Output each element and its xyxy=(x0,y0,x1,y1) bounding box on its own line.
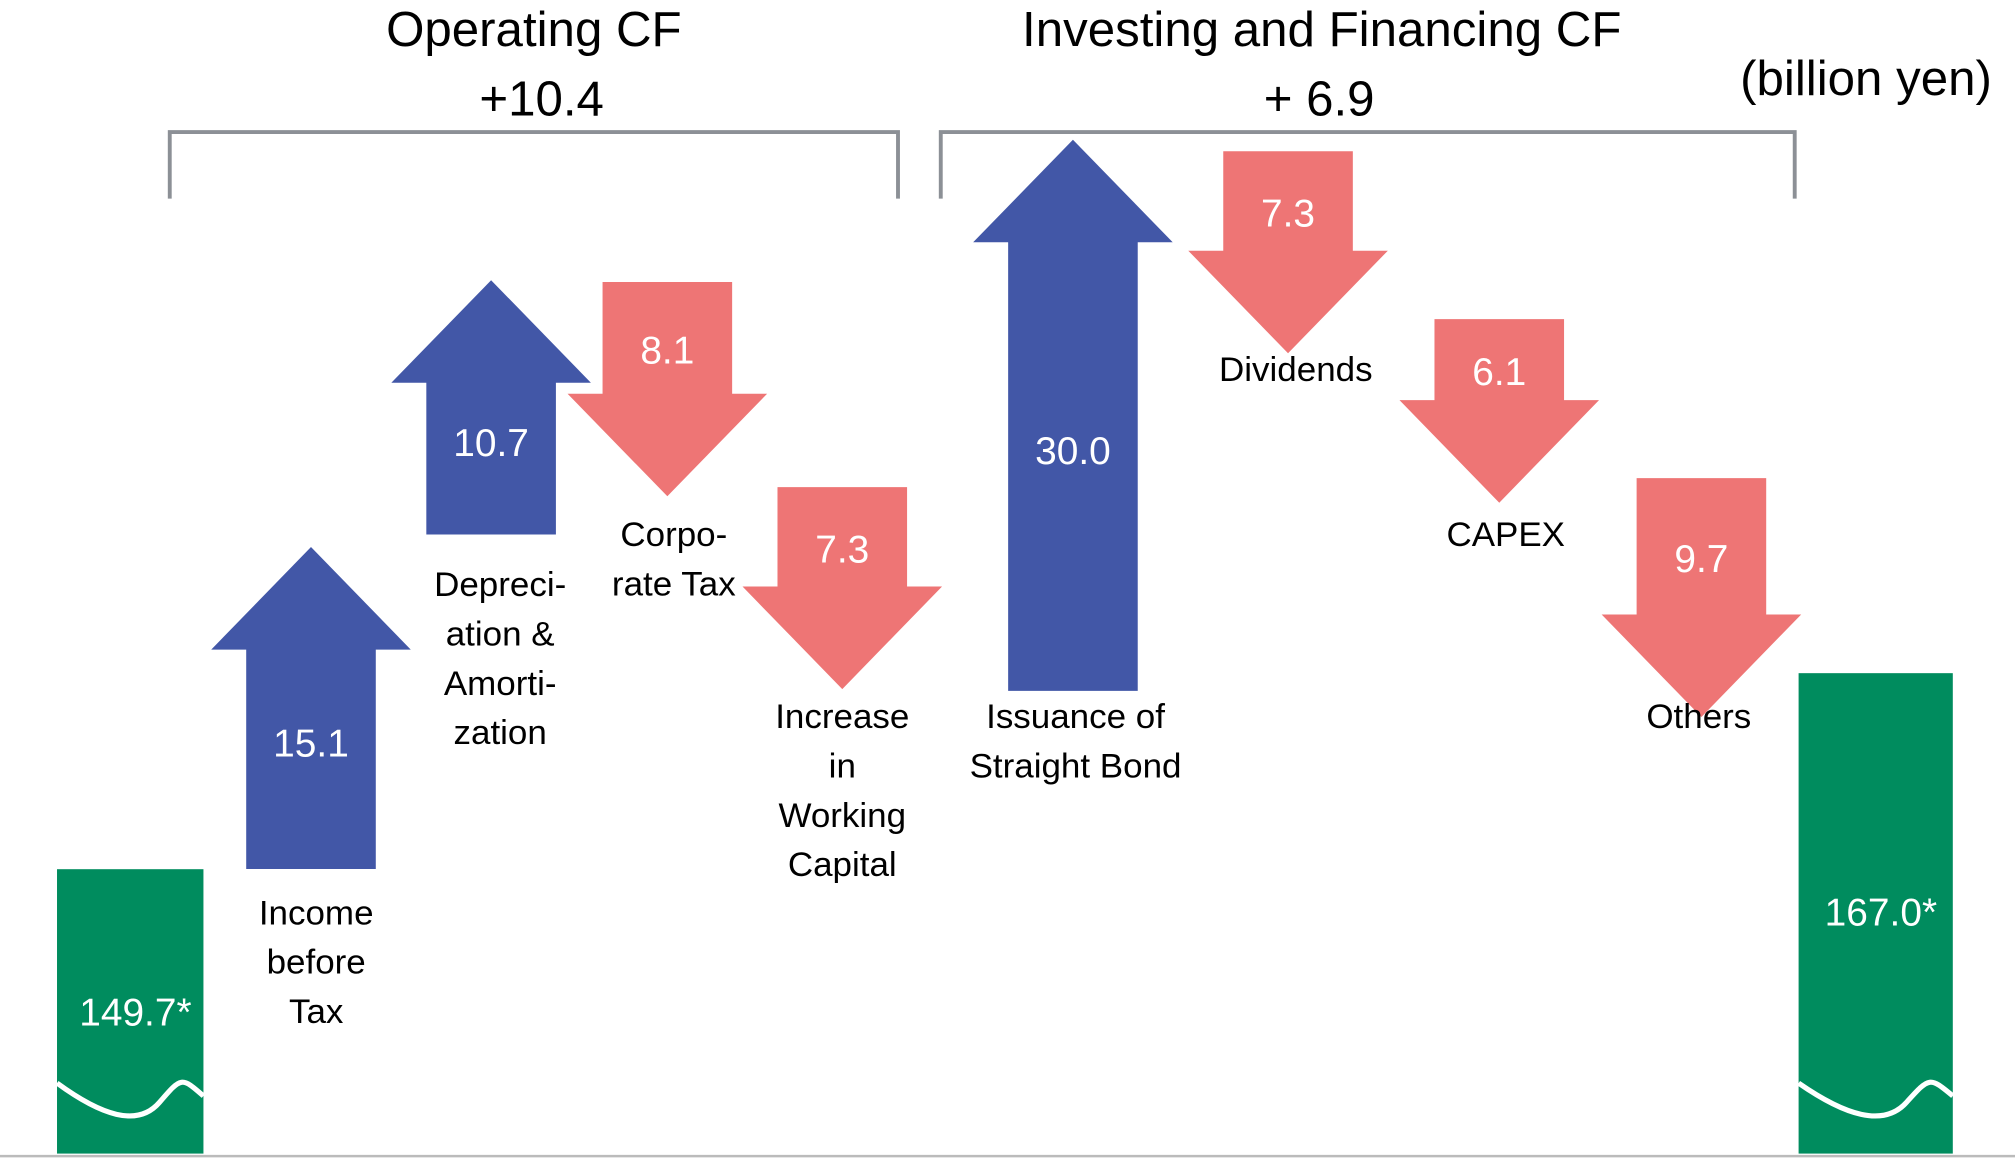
wave xyxy=(1797,1079,1955,1119)
group-title: Investing and Financing CF xyxy=(1022,3,1621,57)
value-label: 10.7 xyxy=(453,422,529,465)
category-label: Amorti- xyxy=(444,665,557,703)
decrease-arrow xyxy=(742,487,943,690)
category-label: zation xyxy=(454,714,547,752)
total-label: 149.7* xyxy=(79,992,191,1035)
category-label: ation & xyxy=(446,616,555,654)
category-label: in xyxy=(829,748,856,786)
category-label: before xyxy=(267,944,366,982)
category-label: Straight Bond xyxy=(970,748,1182,786)
decrease-arrow xyxy=(1601,478,1802,718)
category-label: Others xyxy=(1646,698,1751,736)
category-label: Capital xyxy=(788,846,897,884)
decrease-arrow xyxy=(1188,151,1388,354)
increase-arrow xyxy=(973,139,1173,691)
category-label: Increase xyxy=(775,698,909,736)
category-label: Income xyxy=(259,894,374,932)
category-label: Dividends xyxy=(1219,351,1373,389)
value-label: 6.1 xyxy=(1472,351,1526,394)
total-bar xyxy=(57,869,204,1154)
bracket xyxy=(167,130,900,199)
group-total: + 6.9 xyxy=(1264,73,1375,127)
category-label: rate Tax xyxy=(612,566,736,604)
group-total: +10.4 xyxy=(479,73,604,127)
unit-label: (billion yen) xyxy=(1740,52,1992,106)
value-label: 8.1 xyxy=(640,330,694,373)
category-label: Corpo- xyxy=(620,516,727,554)
value-label: 9.7 xyxy=(1674,538,1728,581)
total-bar xyxy=(1798,673,1953,1154)
bracket xyxy=(938,130,1797,199)
value-label: 7.3 xyxy=(815,529,869,572)
category-label: Depreci- xyxy=(434,566,566,604)
value-label: 7.3 xyxy=(1261,193,1315,236)
category-label: Working xyxy=(778,797,906,835)
category-label: Issuance of xyxy=(986,698,1165,736)
increase-arrow xyxy=(391,280,591,535)
decrease-arrow xyxy=(567,281,768,497)
decrease-arrow xyxy=(1399,319,1600,503)
value-label: 30.0 xyxy=(1035,430,1111,473)
increase-arrow xyxy=(211,547,411,870)
category-label: CAPEX xyxy=(1446,516,1565,554)
group-title: Operating CF xyxy=(386,3,682,57)
wave xyxy=(55,1079,206,1119)
total-label: 167.0* xyxy=(1825,892,1937,935)
value-label: 15.1 xyxy=(273,723,349,766)
category-label: Tax xyxy=(289,993,344,1031)
